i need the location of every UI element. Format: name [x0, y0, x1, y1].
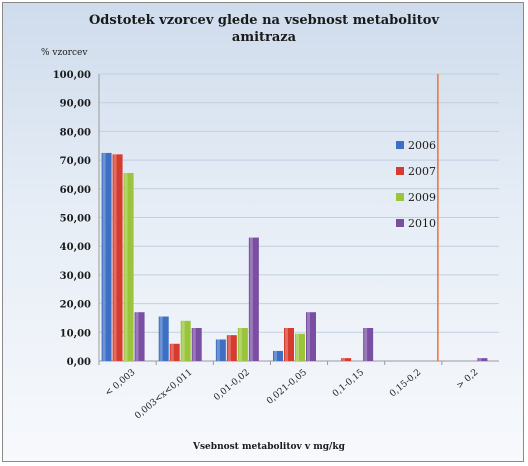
bar-chart: 0,00 10,00 20,00 30,00 40,00 50,00 60,00 70,00 8…	[53, 70, 499, 422]
y-tick-label: 40,00	[60, 242, 91, 253]
x-tick-label: 0,1-0,15	[331, 367, 366, 399]
bar-2007	[112, 154, 123, 361]
y-tick-label: 60,00	[60, 185, 91, 196]
bar-highlight	[170, 343, 174, 361]
legend-swatch-2006	[396, 141, 404, 149]
y-tick-label: 70,00	[60, 156, 91, 167]
bar-highlight	[102, 152, 106, 361]
y-tick-label: 30,00	[60, 271, 91, 282]
chart-title-line-2: amitraza	[231, 30, 297, 45]
x-tick-label: < 0,003	[103, 367, 137, 398]
bar-2009	[180, 320, 191, 361]
bar-2006	[273, 350, 283, 361]
bar-highlight	[296, 333, 299, 361]
legend-swatch-2010	[396, 219, 404, 227]
bar-2010	[134, 312, 145, 361]
bar-highlight	[113, 154, 117, 361]
bar-2009	[295, 333, 305, 361]
bar-2009	[237, 327, 248, 361]
bar-2007	[284, 327, 294, 361]
bar-highlight	[238, 327, 242, 361]
bar-2010	[477, 358, 488, 361]
legend-swatch-2009	[396, 193, 404, 201]
bar-2007	[169, 343, 180, 361]
bar-highlight	[249, 237, 253, 361]
bar-highlight	[216, 339, 220, 361]
bar-highlight	[342, 358, 346, 361]
bar-2006	[101, 152, 112, 361]
bar-highlight	[285, 327, 288, 361]
x-tick-label: 0,021-0,05	[265, 367, 309, 406]
bar-highlight	[192, 327, 196, 361]
y-tick-label: 80,00	[60, 127, 91, 138]
y-tick-label: 100,00	[53, 70, 91, 81]
bar-2010	[363, 327, 374, 361]
x-tick-label: > 0,2	[455, 368, 480, 392]
y-tick-label: 90,00	[60, 99, 91, 110]
y-tick-label: 50,00	[60, 214, 91, 225]
x-tick-label: 0,003<x<0,011	[133, 368, 194, 422]
bar-highlight	[159, 316, 163, 361]
bar-highlight	[135, 312, 139, 361]
bar-2006	[215, 339, 226, 361]
y-axis-label: % vzorcev	[41, 48, 88, 58]
y-tick-label: 0,00	[67, 357, 91, 368]
y-tick-label: 10,00	[60, 328, 91, 339]
y-tick-label: 20,00	[60, 300, 91, 311]
legend-swatch-2007	[396, 167, 404, 175]
legend-label-2006: 2006	[408, 139, 436, 152]
chart-frame: Odstotek vzorcev glede na vsebnost metab…	[2, 2, 524, 462]
bar-2010	[248, 237, 259, 361]
x-tick-label: 0,15-0,2	[388, 368, 423, 400]
bar-highlight	[307, 312, 310, 361]
bar-highlight	[181, 320, 185, 361]
x-tick-label: 0,01-0,02	[212, 368, 251, 403]
bar-2007	[226, 335, 237, 361]
legend-label-2007: 2007	[408, 165, 436, 178]
legend-label-2009: 2009	[408, 191, 436, 204]
bar-highlight	[124, 173, 128, 361]
x-axis-label: Vsebnost metabolitov v mg/kg	[193, 442, 345, 452]
chart-title-line-1: Odstotek vzorcev glede na vsebnost metab…	[88, 13, 440, 28]
bar-highlight	[227, 335, 231, 361]
bar-2010	[191, 327, 202, 361]
bar-2009	[123, 173, 134, 361]
bar-2010	[306, 312, 316, 361]
bar-highlight	[364, 327, 368, 361]
bar-2007	[341, 358, 352, 361]
bar-highlight	[274, 350, 277, 361]
bar-2006	[158, 316, 169, 361]
bar-highlight	[478, 358, 482, 361]
legend-label-2010: 2010	[408, 217, 436, 230]
